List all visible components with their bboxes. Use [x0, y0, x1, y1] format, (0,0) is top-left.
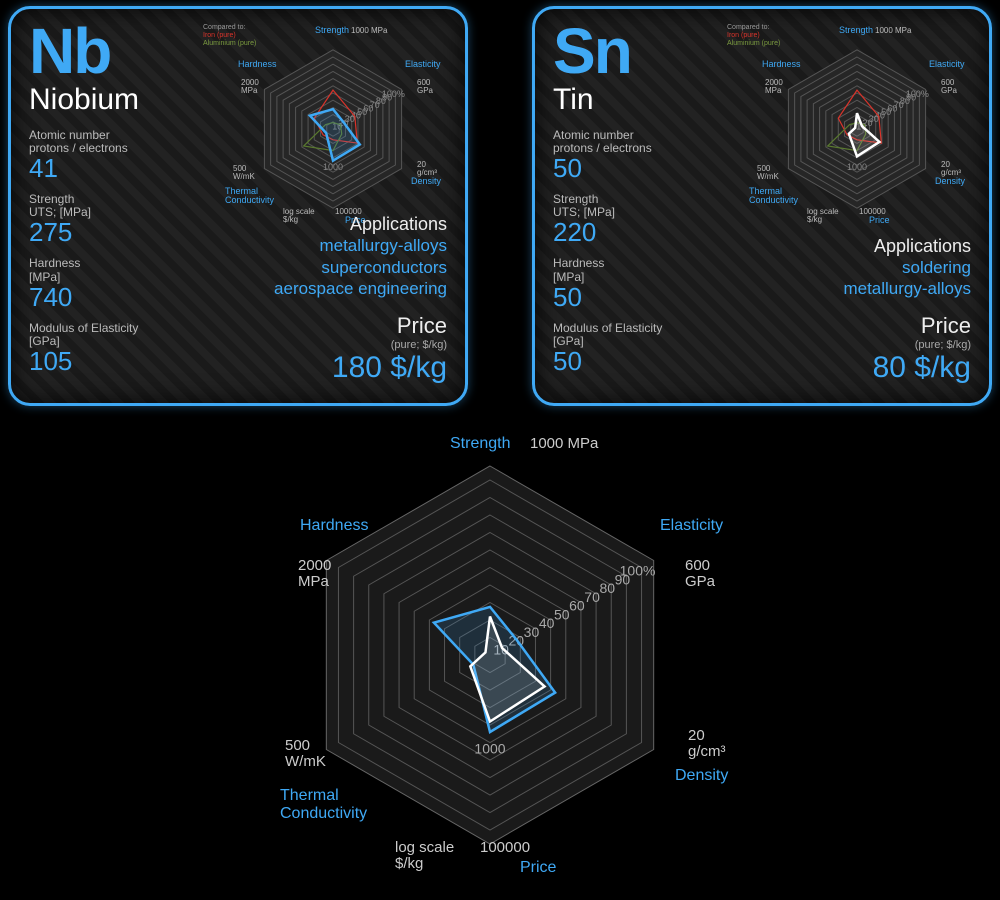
- svg-text:W/mK: W/mK: [285, 753, 326, 770]
- svg-text:Price: Price: [869, 215, 890, 225]
- svg-text:80: 80: [599, 580, 615, 596]
- svg-text:GPa: GPa: [941, 86, 958, 95]
- price-note: (pure; $/kg): [721, 339, 971, 351]
- svg-text:g/cm³: g/cm³: [688, 743, 726, 760]
- svg-text:Compared to:: Compared to:: [727, 24, 769, 31]
- applications-heading: Applications: [721, 236, 971, 257]
- svg-text:50: 50: [554, 606, 570, 622]
- svg-text:Density: Density: [935, 176, 966, 186]
- svg-text:MPa: MPa: [298, 573, 330, 590]
- mini-radar-chart: 102030405060708090100%1000Strength1000 M…: [193, 19, 453, 229]
- svg-text:40: 40: [539, 615, 555, 631]
- svg-text:Hardness: Hardness: [238, 59, 277, 69]
- mini-radar-chart: 102030405060708090100%1000Strength1000 M…: [717, 19, 977, 229]
- svg-text:Conductivity: Conductivity: [749, 195, 799, 205]
- svg-text:$/kg: $/kg: [807, 215, 822, 224]
- svg-text:Strength: Strength: [450, 435, 510, 452]
- svg-text:Aluminium (pure): Aluminium (pure): [727, 40, 780, 47]
- svg-text:GPa: GPa: [417, 86, 434, 95]
- svg-text:Elasticity: Elasticity: [405, 59, 441, 69]
- element-card-tin: Sn Tin Atomic numberprotons / electrons5…: [532, 6, 992, 406]
- svg-text:Density: Density: [411, 176, 442, 186]
- svg-text:Elasticity: Elasticity: [929, 59, 965, 69]
- svg-text:Iron (pure): Iron (pure): [727, 32, 760, 39]
- svg-text:1000: 1000: [847, 162, 867, 172]
- svg-text:Elasticity: Elasticity: [660, 517, 723, 534]
- svg-text:100%: 100%: [906, 89, 929, 99]
- svg-text:MPa: MPa: [241, 86, 258, 95]
- svg-text:1000: 1000: [474, 741, 505, 757]
- svg-text:600: 600: [685, 557, 710, 574]
- svg-text:Conductivity: Conductivity: [280, 805, 367, 822]
- svg-text:GPa: GPa: [685, 573, 716, 590]
- svg-text:Iron (pure): Iron (pure): [203, 32, 236, 39]
- svg-text:Thermal: Thermal: [280, 787, 339, 804]
- comparison-radar-chart: 102030405060708090100%1000Strength1000 M…: [180, 420, 800, 890]
- svg-text:Compared to:: Compared to:: [203, 24, 245, 31]
- svg-text:500: 500: [285, 737, 310, 754]
- svg-text:W/mK: W/mK: [757, 172, 779, 181]
- svg-text:30: 30: [524, 624, 540, 640]
- svg-text:100000: 100000: [480, 839, 530, 856]
- svg-text:100%: 100%: [382, 89, 405, 99]
- svg-text:MPa: MPa: [765, 86, 782, 95]
- applications-heading: Applications: [197, 214, 447, 235]
- svg-text:100%: 100%: [620, 563, 656, 579]
- price-heading: Price: [197, 313, 447, 339]
- svg-text:70: 70: [584, 589, 600, 605]
- element-card-niobium: Nb Niobium Atomic numberprotons / electr…: [8, 6, 468, 406]
- svg-text:1000 MPa: 1000 MPa: [530, 435, 599, 452]
- svg-text:$/kg: $/kg: [395, 855, 423, 872]
- svg-text:Price: Price: [520, 859, 557, 876]
- price-value: 180 $/kg: [197, 351, 447, 385]
- price-heading: Price: [721, 313, 971, 339]
- svg-text:Aluminium (pure): Aluminium (pure): [203, 40, 256, 47]
- price-note: (pure; $/kg): [197, 339, 447, 351]
- svg-text:Conductivity: Conductivity: [225, 195, 275, 205]
- svg-text:Hardness: Hardness: [300, 517, 368, 534]
- svg-text:Density: Density: [675, 767, 728, 784]
- svg-text:100000: 100000: [859, 207, 886, 216]
- svg-text:log scale: log scale: [395, 839, 454, 856]
- svg-text:g/cm³: g/cm³: [417, 168, 437, 177]
- svg-text:Hardness: Hardness: [762, 59, 801, 69]
- price-value: 80 $/kg: [721, 351, 971, 385]
- svg-text:Strength: Strength: [315, 25, 349, 35]
- svg-text:1000 MPa: 1000 MPa: [875, 26, 912, 35]
- svg-text:20: 20: [688, 727, 705, 744]
- svg-text:W/mK: W/mK: [233, 172, 255, 181]
- applications-list: metallurgy-alloyssuperconductorsaerospac…: [197, 235, 447, 299]
- svg-text:2000: 2000: [298, 557, 331, 574]
- svg-text:Strength: Strength: [839, 25, 873, 35]
- svg-text:60: 60: [569, 598, 585, 614]
- svg-text:1000: 1000: [323, 162, 343, 172]
- svg-text:g/cm³: g/cm³: [941, 168, 961, 177]
- applications-list: solderingmetallurgy-alloys: [721, 257, 971, 300]
- svg-text:1000 MPa: 1000 MPa: [351, 26, 388, 35]
